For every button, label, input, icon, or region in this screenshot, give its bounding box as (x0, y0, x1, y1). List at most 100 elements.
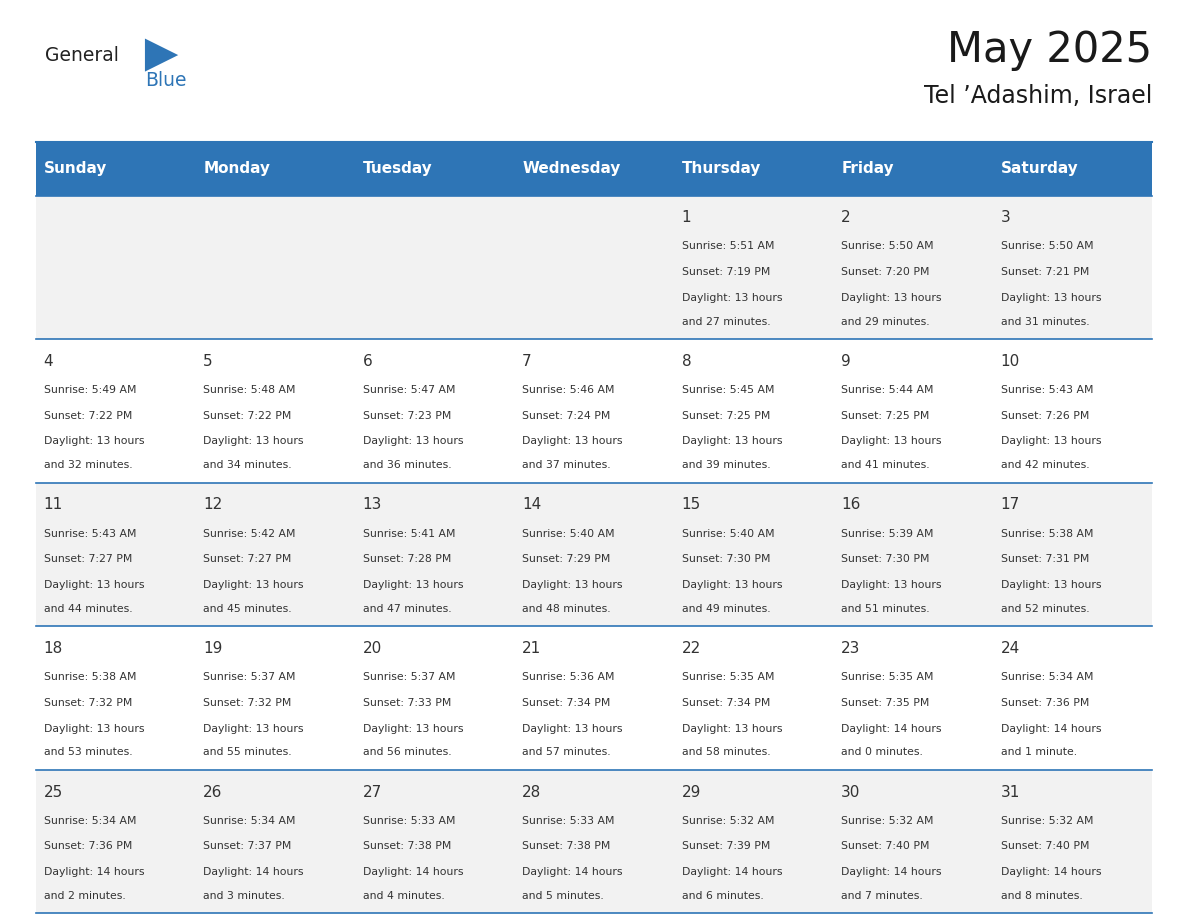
Text: Sunset: 7:37 PM: Sunset: 7:37 PM (203, 842, 291, 851)
Bar (514, 339, 674, 483)
Text: General: General (45, 46, 119, 64)
Text: Sunrise: 5:38 AM: Sunrise: 5:38 AM (1000, 529, 1093, 539)
Text: Daylight: 13 hours: Daylight: 13 hours (1000, 436, 1101, 446)
Text: Sunset: 7:27 PM: Sunset: 7:27 PM (203, 554, 291, 565)
Text: Sunrise: 5:35 AM: Sunrise: 5:35 AM (841, 672, 934, 682)
Text: and 44 minutes.: and 44 minutes. (44, 604, 132, 614)
Text: Sunset: 7:24 PM: Sunset: 7:24 PM (523, 410, 611, 420)
Text: and 29 minutes.: and 29 minutes. (841, 317, 930, 327)
Text: Sunset: 7:32 PM: Sunset: 7:32 PM (203, 698, 291, 708)
Text: Sunset: 7:22 PM: Sunset: 7:22 PM (44, 410, 132, 420)
Text: 14: 14 (523, 498, 542, 512)
Text: Sunrise: 5:32 AM: Sunrise: 5:32 AM (1000, 816, 1093, 825)
Bar (36, 626, 195, 770)
Text: Sunset: 7:36 PM: Sunset: 7:36 PM (1000, 698, 1089, 708)
Polygon shape (145, 39, 178, 72)
Text: Sunrise: 5:37 AM: Sunrise: 5:37 AM (362, 672, 455, 682)
Text: Daylight: 13 hours: Daylight: 13 hours (1000, 293, 1101, 303)
Text: Daylight: 14 hours: Daylight: 14 hours (44, 868, 144, 877)
Text: Sunrise: 5:49 AM: Sunrise: 5:49 AM (44, 385, 137, 395)
Text: 16: 16 (841, 498, 860, 512)
Bar (355, 196, 514, 339)
Text: Sunset: 7:28 PM: Sunset: 7:28 PM (362, 554, 451, 565)
Text: Sunrise: 5:33 AM: Sunrise: 5:33 AM (523, 816, 614, 825)
Text: Sunset: 7:34 PM: Sunset: 7:34 PM (682, 698, 770, 708)
Text: 13: 13 (362, 498, 383, 512)
Bar (833, 626, 993, 770)
Text: Daylight: 14 hours: Daylight: 14 hours (1000, 868, 1101, 877)
Text: Sunday: Sunday (44, 162, 107, 176)
Text: Daylight: 14 hours: Daylight: 14 hours (523, 868, 623, 877)
Bar (674, 196, 833, 339)
Text: Sunrise: 5:42 AM: Sunrise: 5:42 AM (203, 529, 296, 539)
Text: Daylight: 13 hours: Daylight: 13 hours (44, 580, 144, 590)
Bar (833, 483, 993, 626)
Text: Friday: Friday (841, 162, 893, 176)
Text: and 52 minutes.: and 52 minutes. (1000, 604, 1089, 614)
Text: Tel ’Adashim, Israel: Tel ’Adashim, Israel (924, 84, 1152, 108)
Text: Daylight: 13 hours: Daylight: 13 hours (203, 436, 304, 446)
Text: and 37 minutes.: and 37 minutes. (523, 460, 611, 470)
Bar (355, 626, 514, 770)
Bar (355, 339, 514, 483)
Text: Daylight: 14 hours: Daylight: 14 hours (682, 868, 782, 877)
Bar (36, 770, 195, 913)
Bar (36, 196, 195, 339)
Bar (514, 483, 674, 626)
Text: and 51 minutes.: and 51 minutes. (841, 604, 930, 614)
Text: Sunset: 7:34 PM: Sunset: 7:34 PM (523, 698, 611, 708)
Text: Sunrise: 5:38 AM: Sunrise: 5:38 AM (44, 672, 137, 682)
Text: 3: 3 (1000, 210, 1011, 225)
Bar (195, 626, 355, 770)
Bar (674, 339, 833, 483)
Bar (355, 483, 514, 626)
Bar (195, 142, 355, 196)
Text: and 3 minutes.: and 3 minutes. (203, 891, 285, 901)
Bar (195, 483, 355, 626)
Text: 11: 11 (44, 498, 63, 512)
Text: 26: 26 (203, 785, 222, 800)
Text: Sunrise: 5:50 AM: Sunrise: 5:50 AM (841, 241, 934, 252)
Text: Daylight: 13 hours: Daylight: 13 hours (682, 436, 782, 446)
Text: Sunset: 7:39 PM: Sunset: 7:39 PM (682, 842, 770, 851)
Text: Sunset: 7:22 PM: Sunset: 7:22 PM (203, 410, 291, 420)
Text: Sunrise: 5:32 AM: Sunrise: 5:32 AM (841, 816, 934, 825)
Text: Daylight: 13 hours: Daylight: 13 hours (841, 293, 942, 303)
Text: Sunset: 7:27 PM: Sunset: 7:27 PM (44, 554, 132, 565)
Bar (993, 626, 1152, 770)
Text: and 2 minutes.: and 2 minutes. (44, 891, 126, 901)
Bar (833, 339, 993, 483)
Text: Sunrise: 5:40 AM: Sunrise: 5:40 AM (682, 529, 775, 539)
Text: May 2025: May 2025 (947, 29, 1152, 72)
Text: 4: 4 (44, 353, 53, 369)
Text: Sunrise: 5:43 AM: Sunrise: 5:43 AM (44, 529, 137, 539)
Text: 6: 6 (362, 353, 372, 369)
Text: Sunrise: 5:34 AM: Sunrise: 5:34 AM (44, 816, 137, 825)
Text: Sunrise: 5:44 AM: Sunrise: 5:44 AM (841, 385, 934, 395)
Text: Sunset: 7:31 PM: Sunset: 7:31 PM (1000, 554, 1089, 565)
Text: Sunset: 7:23 PM: Sunset: 7:23 PM (362, 410, 451, 420)
Text: Sunrise: 5:33 AM: Sunrise: 5:33 AM (362, 816, 455, 825)
Text: and 48 minutes.: and 48 minutes. (523, 604, 611, 614)
Text: Sunrise: 5:34 AM: Sunrise: 5:34 AM (203, 816, 296, 825)
Text: 28: 28 (523, 785, 542, 800)
Text: 5: 5 (203, 353, 213, 369)
Text: Sunset: 7:36 PM: Sunset: 7:36 PM (44, 842, 132, 851)
Text: Sunrise: 5:36 AM: Sunrise: 5:36 AM (523, 672, 614, 682)
Text: Daylight: 14 hours: Daylight: 14 hours (1000, 723, 1101, 733)
Bar (833, 142, 993, 196)
Bar (36, 142, 195, 196)
Text: 1: 1 (682, 210, 691, 225)
Text: and 7 minutes.: and 7 minutes. (841, 891, 923, 901)
Text: 24: 24 (1000, 641, 1020, 656)
Text: Sunrise: 5:47 AM: Sunrise: 5:47 AM (362, 385, 455, 395)
Text: 2: 2 (841, 210, 851, 225)
Text: 22: 22 (682, 641, 701, 656)
Text: Daylight: 13 hours: Daylight: 13 hours (523, 723, 623, 733)
Text: 27: 27 (362, 785, 381, 800)
Text: Sunrise: 5:40 AM: Sunrise: 5:40 AM (523, 529, 615, 539)
Text: 31: 31 (1000, 785, 1020, 800)
Text: Daylight: 14 hours: Daylight: 14 hours (362, 868, 463, 877)
Text: Sunset: 7:38 PM: Sunset: 7:38 PM (523, 842, 611, 851)
Text: 19: 19 (203, 641, 222, 656)
